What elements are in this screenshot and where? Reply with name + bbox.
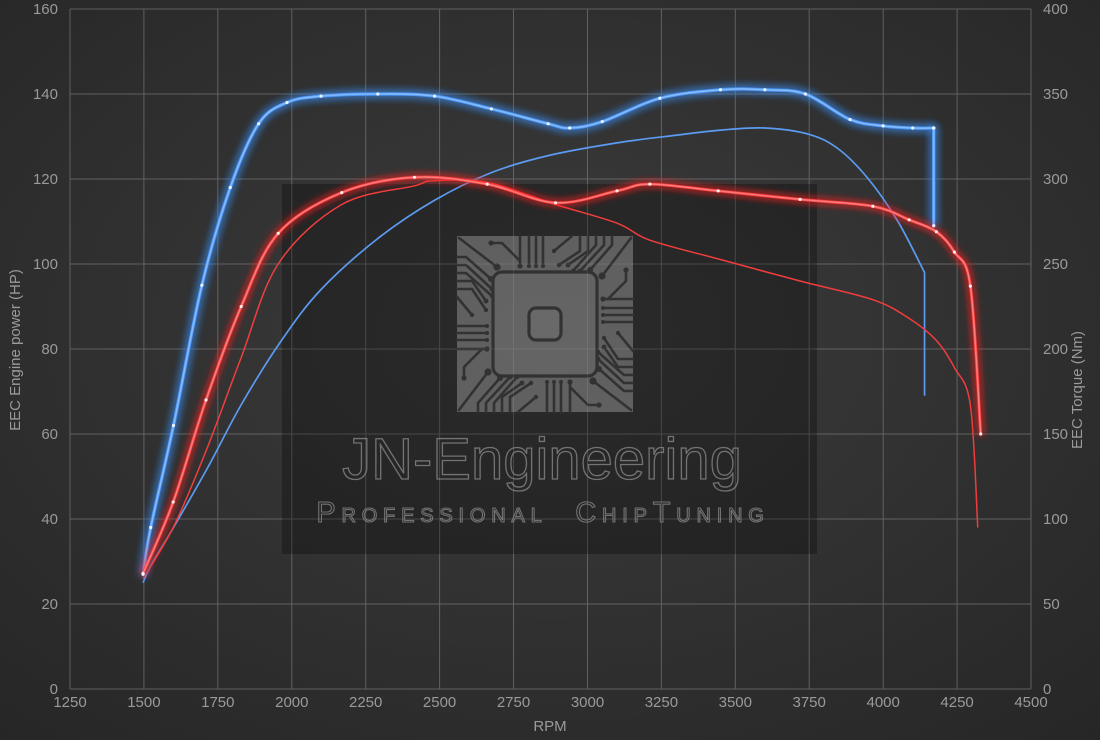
svg-text:EEC Engine power (HP): EEC Engine power (HP): [7, 269, 24, 431]
svg-text:3250: 3250: [645, 694, 678, 711]
svg-text:60: 60: [41, 426, 58, 443]
svg-text:3500: 3500: [719, 694, 752, 711]
svg-text:160: 160: [33, 1, 58, 18]
svg-text:Professional ChipTuning: Professional ChipTuning: [316, 497, 769, 529]
svg-text:140: 140: [33, 86, 58, 103]
svg-text:80: 80: [41, 341, 58, 358]
svg-text:100: 100: [1043, 511, 1068, 528]
svg-text:150: 150: [1043, 426, 1068, 443]
svg-text:100: 100: [33, 256, 58, 273]
svg-text:350: 350: [1043, 86, 1068, 103]
svg-text:300: 300: [1043, 171, 1068, 188]
svg-text:2000: 2000: [275, 694, 308, 711]
svg-text:2750: 2750: [497, 694, 530, 711]
svg-text:1500: 1500: [127, 694, 160, 711]
svg-text:1750: 1750: [201, 694, 234, 711]
svg-text:1250: 1250: [53, 694, 86, 711]
svg-text:200: 200: [1043, 341, 1068, 358]
svg-text:2250: 2250: [349, 694, 382, 711]
svg-text:40: 40: [41, 511, 58, 528]
svg-text:RPM: RPM: [533, 718, 566, 735]
svg-text:2500: 2500: [423, 694, 456, 711]
svg-text:3000: 3000: [571, 694, 604, 711]
svg-text:4000: 4000: [867, 694, 900, 711]
svg-text:50: 50: [1043, 596, 1060, 613]
svg-text:EEC Torque (Nm): EEC Torque (Nm): [1069, 331, 1086, 449]
svg-text:JN-Engineering: JN-Engineering: [342, 427, 742, 492]
svg-text:250: 250: [1043, 256, 1068, 273]
svg-text:400: 400: [1043, 1, 1068, 18]
svg-text:3750: 3750: [793, 694, 826, 711]
svg-text:4250: 4250: [940, 694, 973, 711]
svg-text:20: 20: [41, 596, 58, 613]
svg-text:120: 120: [33, 171, 58, 188]
svg-text:4500: 4500: [1014, 694, 1047, 711]
